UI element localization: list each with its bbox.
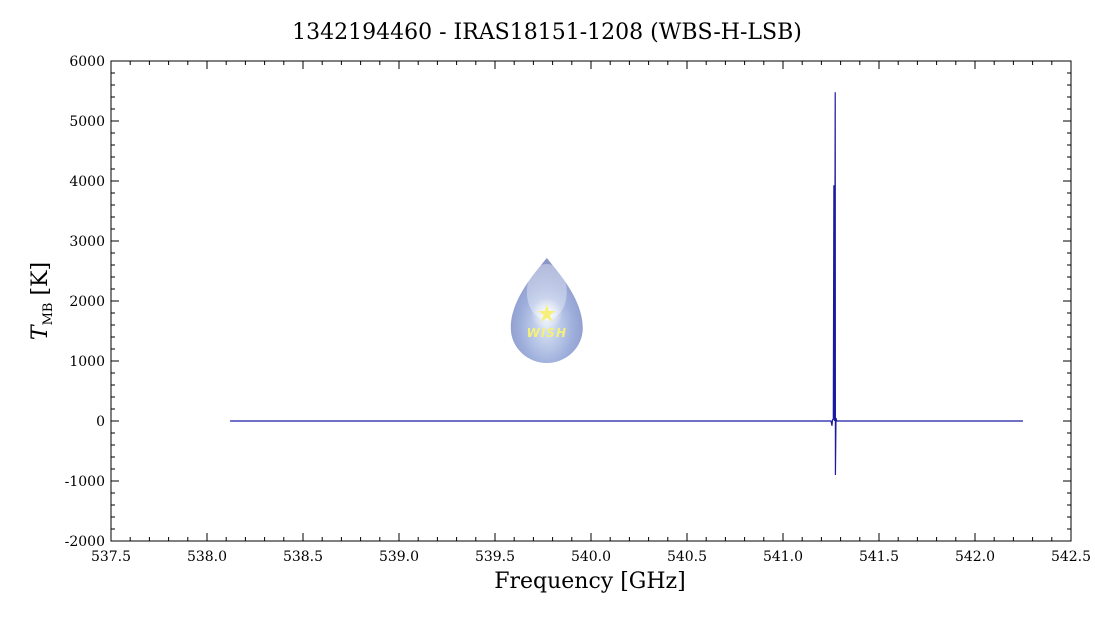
plot-area [110,60,1072,542]
x-tick-label: 540.5 [667,549,707,565]
y-axis-label-unit: [K] [28,262,53,303]
series-layer [230,92,1023,476]
y-tick-label: 1000 [69,354,105,370]
x-tick-label: 542.0 [955,549,995,565]
y-tick-label: -2000 [65,534,105,550]
axes-layer: 537.5 538.0 538.5 539.0 539.5 540.0 540.5 541.0… [65,54,1091,565]
y-axis-label-subscript: MB [41,303,56,326]
x-tick-label: 541.5 [859,549,899,565]
x-axis-label: Frequency [GHz] [494,569,686,594]
x-tick-label: 540.0 [571,549,611,565]
y-tick-label: 0 [96,414,105,430]
x-tick-label: 541.0 [763,549,803,565]
wish-star-icon [537,304,556,322]
y-tick-label: 2000 [69,294,105,310]
series-line [230,92,1023,476]
plot-border [110,60,1072,542]
x-tick-label: 539.0 [379,549,419,565]
wish-logo: WISH [510,258,583,363]
y-tick-label: 3000 [69,234,105,250]
y-tick-label: 4000 [69,174,105,190]
x-tick-label: 537.5 [91,549,131,565]
y-tick-label: 6000 [69,54,105,70]
x-tick-label: 538.0 [187,549,227,565]
y-axis-label-symbol: T [28,323,53,340]
y-tick-label: 5000 [69,114,105,130]
x-tick-label: 539.5 [475,549,515,565]
wish-logo-text: WISH [527,326,567,340]
y-axis-label: TMB [K] [28,262,56,340]
x-tick-label: 542.5 [1051,549,1091,565]
x-tick-label: 538.5 [283,549,323,565]
chart-title: 1342194460 - IRAS18151-1208 (WBS-H-LSB) [292,20,802,45]
y-tick-label: -1000 [65,474,105,490]
